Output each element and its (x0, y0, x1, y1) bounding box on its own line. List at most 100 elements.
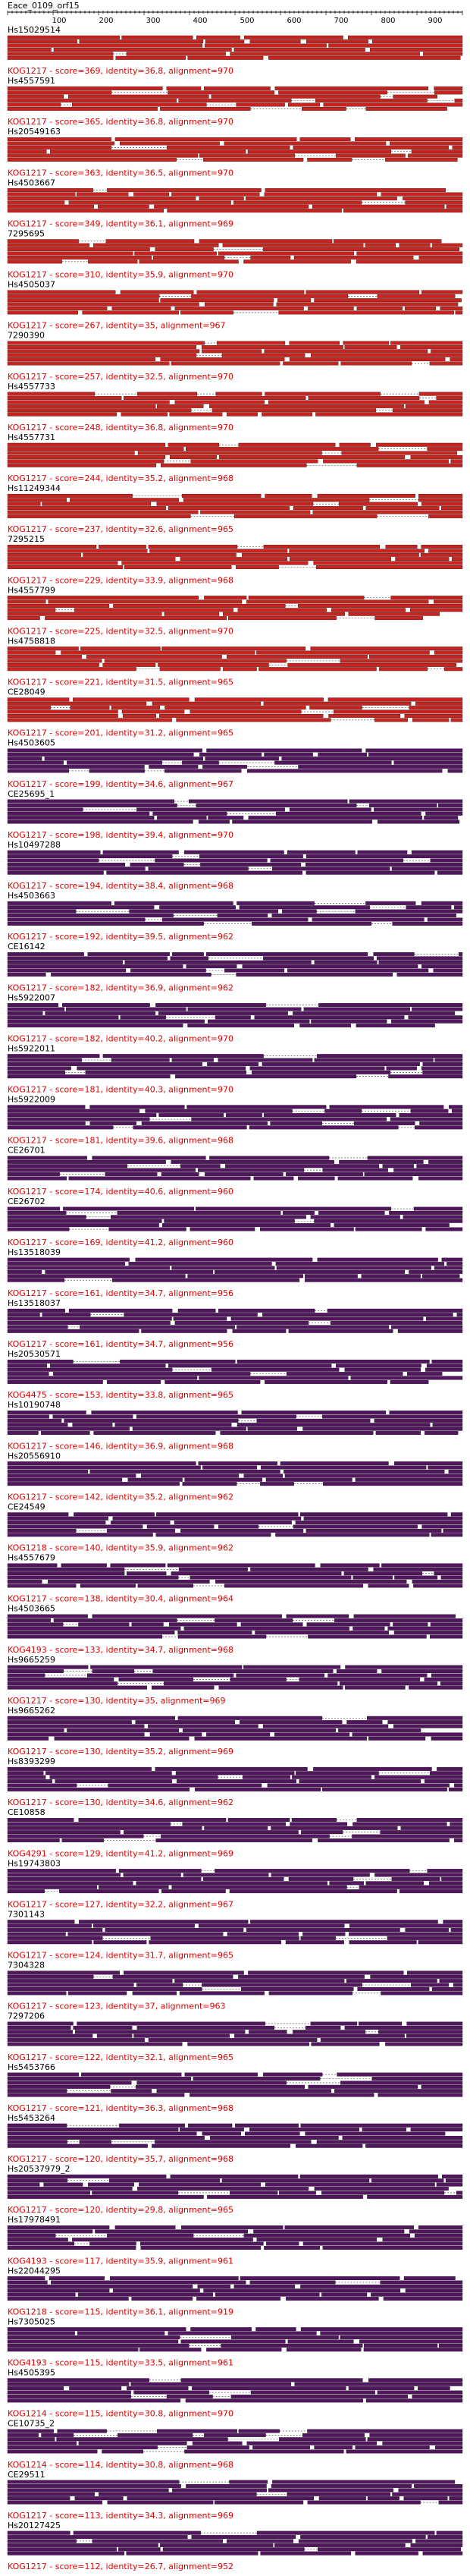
alignment-segment (405, 404, 463, 408)
alignment-segment (271, 2484, 412, 2488)
alignment-segment (382, 1164, 414, 1168)
alignment-segment (334, 2089, 463, 2093)
alignment-segment (348, 2386, 415, 2391)
alignment-segment (148, 2038, 318, 2043)
alignment-segment (7, 1262, 125, 1266)
alignment-segment (396, 973, 463, 977)
alignment-segment (104, 659, 287, 663)
hit-block: Hs5922009 KOG1217 - score=181, identity=3… (7, 1095, 463, 1146)
hit-name: Hs9665259 (8, 1655, 55, 1665)
alignment-segment (7, 396, 122, 400)
hit-name: 7295215 (8, 534, 45, 544)
alignment-segment (385, 545, 418, 549)
alignment-segment (7, 706, 51, 710)
alignment-segment (218, 251, 354, 256)
alignment-segment (414, 1125, 463, 1130)
alignment-segment (355, 1227, 422, 1231)
alignment-segment (7, 549, 148, 553)
hit-block: Hs4503663 KOG1217 - score=192, identity=3… (7, 891, 463, 942)
hit-name: Hs22044295 (8, 2266, 61, 2276)
alignment-segment (99, 2492, 257, 2496)
alignment-segment (7, 2229, 93, 2234)
alignment-segment (256, 650, 430, 655)
alignment-segment (7, 2144, 148, 2148)
alignment-segment (133, 1125, 247, 1130)
alignment-segment (7, 451, 135, 455)
alignment-segment (298, 765, 463, 769)
alignment-segment (202, 1876, 284, 1881)
hit-caption: KOG1217 - score=365, identity=36.8, alig… (8, 117, 233, 127)
hit-block: Hs4557733 KOG1217 - score=248, identity=3… (7, 382, 463, 432)
hit-caption: KOG1217 - score=120, identity=35.7, alig… (8, 2154, 233, 2164)
alignment-segment (209, 404, 404, 408)
hit-block: Hs8393299 KOG1217 - score=130, identity=3… (7, 1757, 463, 1807)
alignment-segment (427, 917, 463, 922)
alignment-segment (48, 1580, 210, 1584)
alignment-segment (155, 1533, 271, 1537)
alignment-segment (427, 1869, 463, 1873)
alignment-segment (72, 2238, 253, 2242)
alignment-segment (190, 2327, 252, 2332)
alignment-segment (359, 1885, 463, 1889)
alignment-segment (306, 2025, 341, 2030)
alignment-segment (362, 2128, 406, 2132)
hit-name: Hs10497288 (8, 840, 61, 850)
alignment-segment (404, 714, 463, 718)
alignment-segment (239, 905, 370, 910)
alignment-segment (102, 850, 179, 854)
alignment-segment (264, 349, 428, 354)
alignment-segment (158, 1113, 224, 1118)
alignment-segment (298, 1176, 335, 1181)
alignment-segment (7, 1580, 42, 1584)
alignment-segment (449, 1105, 463, 1109)
alignment-segment (299, 1024, 351, 1028)
alignment-segment (431, 1533, 463, 1537)
alignment-segment (44, 756, 203, 761)
alignment-segment (446, 1262, 463, 1266)
alignment-segment (190, 1575, 352, 1580)
alignment-segment (237, 1359, 430, 1363)
alignment-segment (274, 760, 392, 765)
alignment-segment (237, 1325, 390, 1329)
alignment-segment (166, 86, 202, 90)
alignment-segment (198, 819, 230, 824)
alignment-segment (225, 1164, 380, 1168)
alignment-segment (450, 357, 463, 362)
alignment-segment (124, 1830, 299, 1835)
alignment-segment (7, 2382, 130, 2386)
alignment-segment (414, 2484, 463, 2488)
alignment-segment (7, 1278, 65, 1282)
alignment-segment (164, 1219, 295, 1223)
alignment-segment (428, 1159, 463, 1164)
hit-block: Hs4758818 KOG1217 - score=221, identity=3… (7, 636, 463, 687)
alignment-segment (341, 451, 458, 455)
alignment-segment (7, 1321, 171, 1325)
alignment-segment (290, 557, 391, 561)
alignment-segment (318, 2496, 366, 2501)
alignment-segment (290, 1822, 348, 1826)
alignment-segment (7, 43, 202, 48)
alignment-segment (7, 2530, 70, 2535)
alignment-segment (93, 1923, 195, 1928)
alignment-segment (277, 298, 312, 303)
alignment-segment (356, 1818, 463, 1822)
alignment-segment (108, 1783, 262, 1788)
alignment-segment (174, 1521, 292, 1525)
alignment-segment (196, 1206, 391, 1211)
alignment-segment (245, 2131, 300, 2136)
alignment-segment (373, 1567, 463, 1571)
alignment-segment (342, 2135, 463, 2140)
alignment-segment (7, 1618, 51, 1622)
alignment-segment (7, 870, 104, 875)
alignment-segment (412, 718, 450, 722)
alignment-segment (224, 141, 387, 146)
alignment-segment (368, 1584, 409, 1588)
alignment-segment (254, 1015, 405, 1020)
alignment-segment (139, 2348, 202, 2352)
alignment-segment (107, 2233, 194, 2238)
alignment-segment (7, 1873, 121, 1877)
alignment-segment (450, 1822, 463, 1826)
alignment-segment (7, 1920, 75, 1924)
hit-block: Hs4505395 KOG1214 - score=115, identity=3… (7, 2368, 463, 2419)
alignment-segment (7, 650, 56, 655)
